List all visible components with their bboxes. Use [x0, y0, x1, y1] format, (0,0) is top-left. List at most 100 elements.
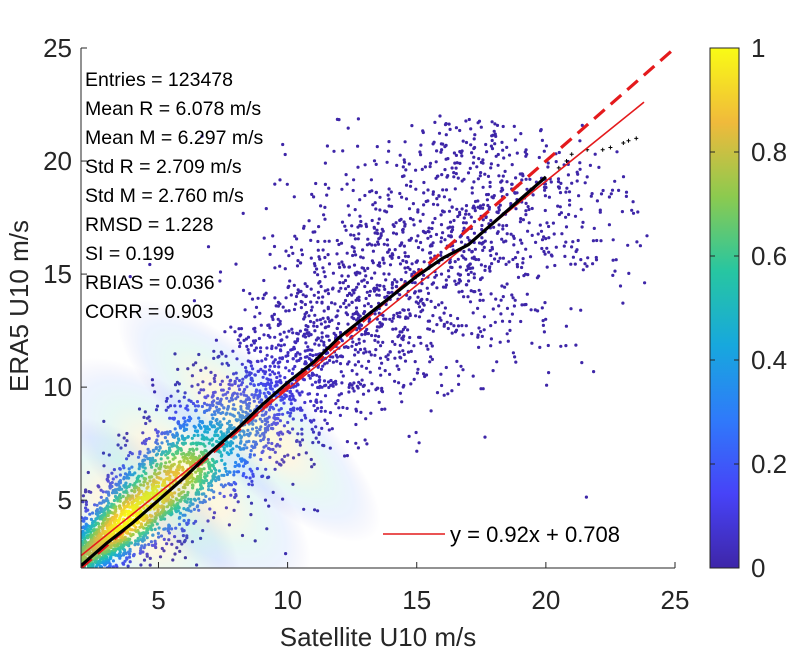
density-point: [371, 203, 375, 207]
density-point: [442, 324, 446, 328]
density-point: [497, 304, 501, 308]
density-point: [358, 347, 363, 352]
density-point: [393, 342, 397, 346]
density-point: [400, 241, 404, 245]
density-point: [543, 194, 548, 198]
density-point: [512, 124, 516, 128]
density-point: [286, 353, 290, 358]
density-point: [313, 342, 317, 346]
density-point: [431, 221, 435, 225]
density-point: [395, 280, 399, 284]
density-point: [299, 248, 304, 252]
density-point: [615, 150, 619, 154]
density-point: [417, 305, 422, 309]
density-point: [301, 293, 305, 297]
density-point: [278, 356, 282, 360]
density-point: [382, 284, 386, 288]
density-point: [350, 315, 354, 319]
density-point: [461, 333, 465, 337]
density-point: [302, 317, 306, 321]
density-point: [323, 362, 327, 366]
density-point: [293, 234, 297, 238]
density-point: [398, 191, 402, 196]
density-point: [441, 285, 446, 289]
density-point: [390, 286, 394, 290]
density-point: [563, 254, 567, 258]
density-point: [283, 152, 287, 157]
density-point: [456, 272, 460, 276]
density-point: [354, 409, 359, 413]
density-point: [364, 296, 368, 301]
density-point: [280, 357, 284, 361]
density-point: [381, 340, 385, 344]
density-point: [305, 310, 309, 315]
density-point: [460, 154, 464, 158]
density-point: [400, 336, 404, 340]
density-point: [385, 210, 389, 214]
density-point: [440, 383, 444, 388]
density-point: [472, 137, 476, 141]
density-point: [312, 293, 316, 297]
density-point: [500, 284, 504, 288]
density-point: [440, 173, 444, 177]
density-point: [320, 300, 324, 304]
density-point: [364, 274, 368, 278]
density-point: [390, 204, 394, 208]
density-point: [317, 281, 321, 285]
density-point: [403, 254, 408, 258]
density-point: [577, 194, 581, 198]
density-point: [271, 317, 275, 322]
density-point: [580, 361, 584, 365]
density-point: [531, 193, 535, 197]
density-point: [336, 399, 340, 403]
density-point: [557, 150, 561, 155]
density-point: [543, 188, 547, 192]
density-point: [321, 266, 325, 270]
density-point: [597, 165, 601, 169]
density-point: [398, 293, 402, 297]
density-point: [469, 289, 473, 293]
density-point: [351, 386, 355, 390]
density-point: [422, 180, 426, 185]
density-point: [244, 337, 248, 341]
density-point: [309, 300, 313, 304]
density-point: [309, 256, 313, 260]
x-tick-label: 10: [273, 585, 302, 615]
density-point: [302, 226, 306, 230]
density-point: [439, 223, 444, 227]
density-point: [462, 216, 466, 220]
density-point: [326, 305, 330, 309]
density-point: [314, 353, 318, 357]
density-point: [315, 373, 319, 377]
density-point: [270, 355, 274, 359]
density-point: [493, 257, 497, 261]
density-point: [353, 363, 357, 367]
density-point: [469, 215, 473, 219]
density-point: [327, 338, 331, 342]
density-point: [454, 126, 458, 130]
density-point: [456, 324, 461, 328]
density-point: [283, 267, 287, 271]
density-point: [481, 387, 485, 391]
density-point: [525, 152, 529, 156]
density-point: [473, 133, 477, 137]
density-point: [272, 244, 277, 249]
density-point: [391, 231, 396, 235]
density-point: [493, 132, 497, 136]
density-point: [611, 258, 615, 262]
density-point: [333, 302, 337, 306]
density-point: [424, 373, 429, 377]
density-point: [359, 410, 363, 414]
density-point: [317, 296, 321, 300]
density-point: [501, 124, 505, 129]
x-tick-label: 20: [531, 585, 560, 615]
density-point: [489, 162, 493, 166]
density-point: [351, 340, 355, 344]
density-point: [303, 335, 308, 339]
density-point: [419, 240, 423, 245]
density-point: [477, 326, 481, 330]
density-point: [614, 258, 618, 262]
density-point: [259, 346, 263, 350]
density-point: [472, 180, 476, 184]
density-point: [513, 298, 517, 302]
